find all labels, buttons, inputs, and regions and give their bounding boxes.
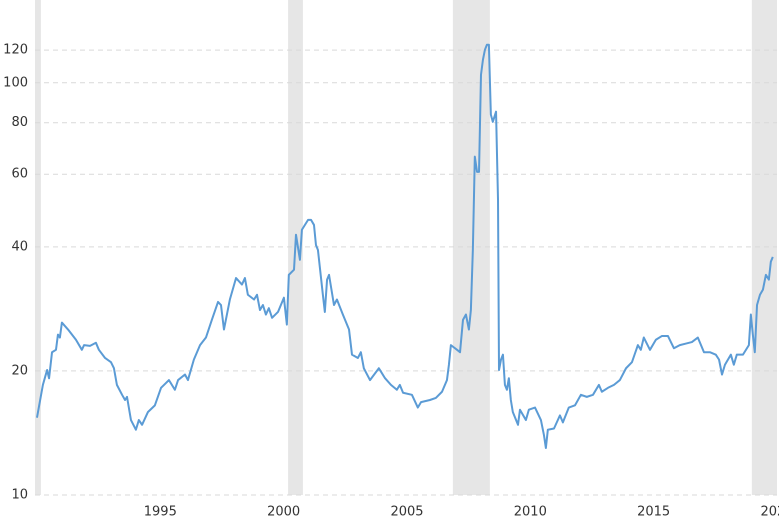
- recession-band: [35, 0, 41, 495]
- recession-band: [452, 0, 490, 495]
- y-tick-label: 40: [11, 239, 28, 254]
- x-tick-label: 2005: [390, 505, 423, 520]
- x-tick-label: 2015: [637, 505, 670, 520]
- y-tick-label: 20: [11, 363, 28, 378]
- x-tick-label: 2010: [514, 505, 547, 520]
- y-tick-label: 10: [11, 488, 28, 503]
- y-tick-label: 80: [11, 115, 28, 130]
- y-tick-label: 100: [3, 75, 28, 90]
- y-tick-label: 60: [11, 167, 28, 182]
- x-tick-label: 1995: [144, 505, 177, 520]
- data-line: [35, 43, 774, 450]
- y-tick-label: 120: [3, 43, 28, 58]
- recession-band: [751, 0, 777, 495]
- x-tick-label: 2020: [760, 505, 779, 520]
- x-tick-label: 2000: [267, 505, 300, 520]
